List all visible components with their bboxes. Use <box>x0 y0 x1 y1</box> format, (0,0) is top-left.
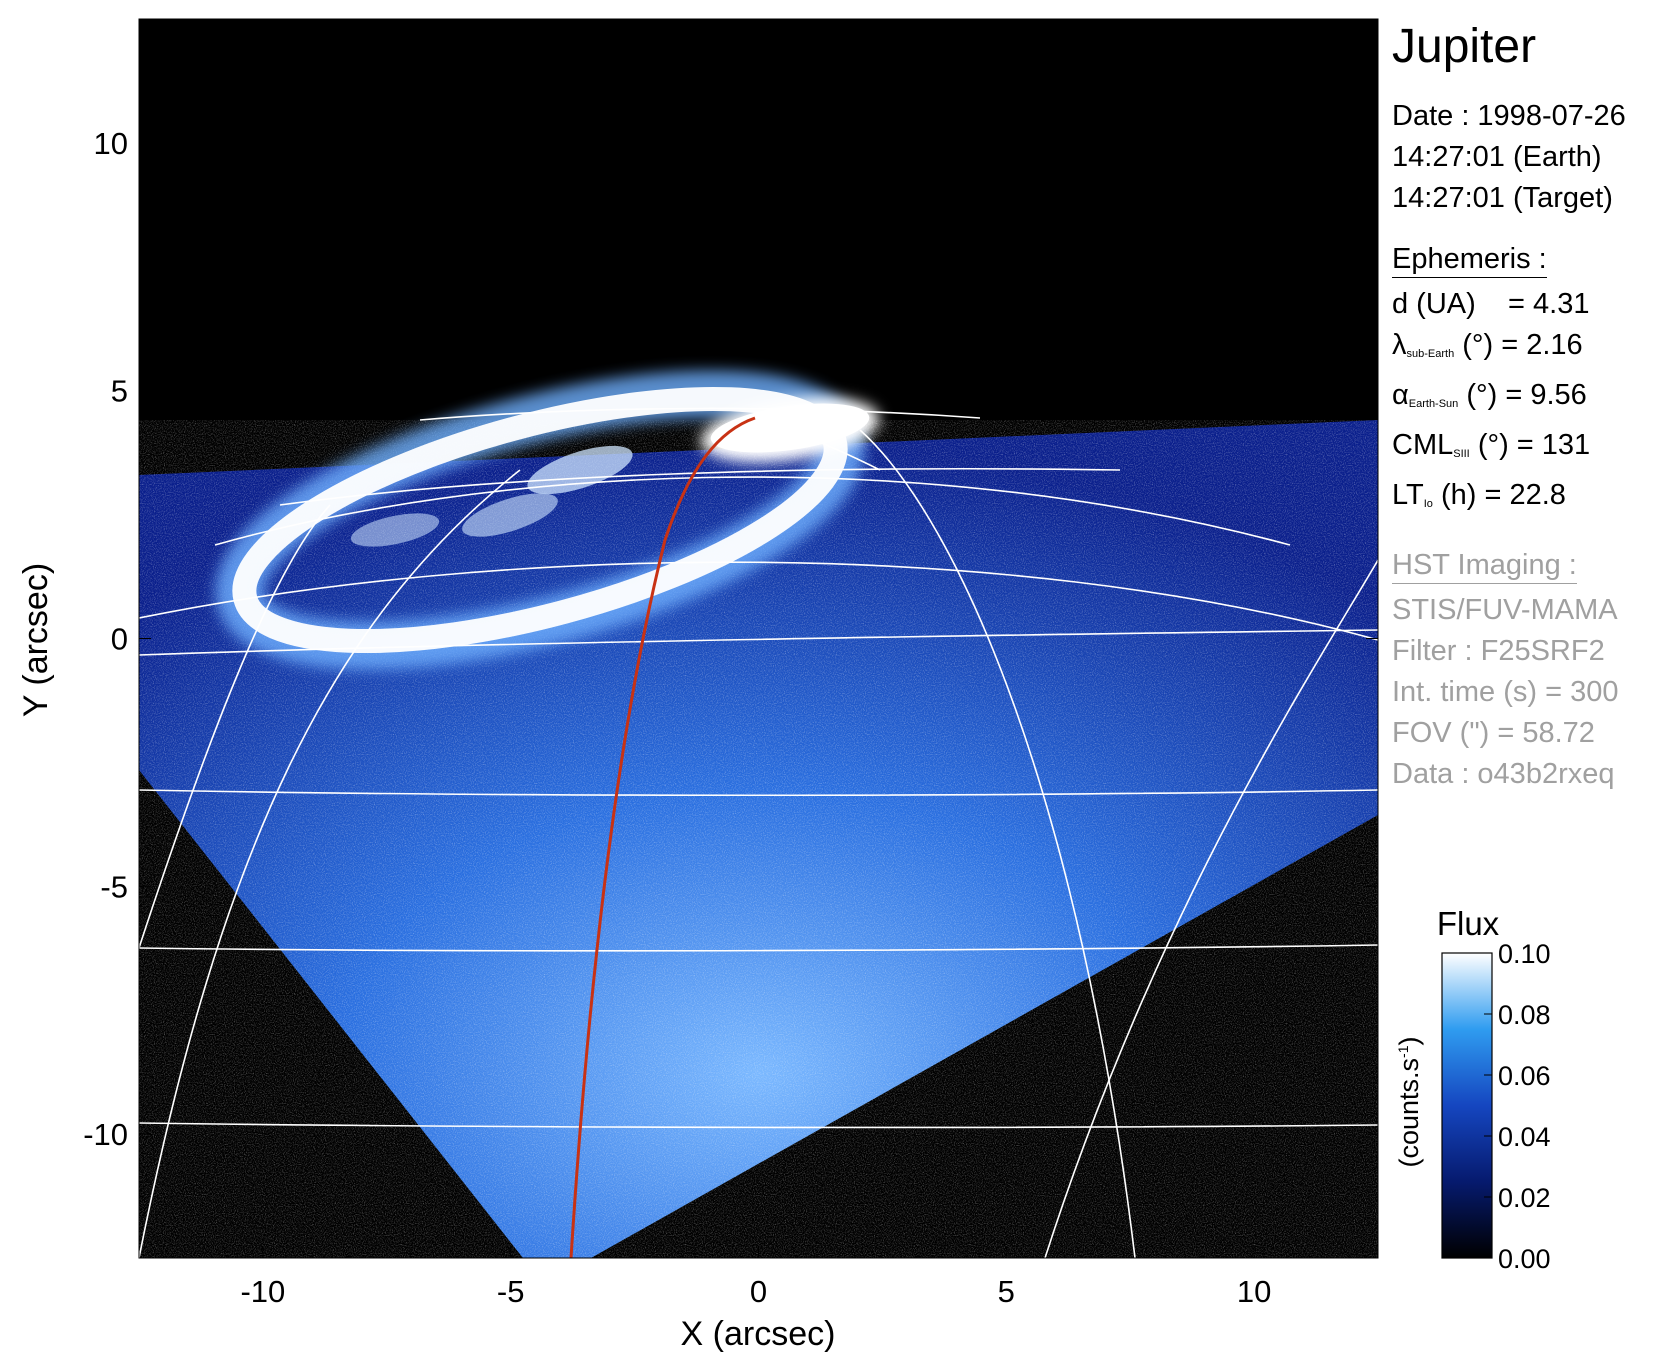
hst-imaging-section: HST Imaging : STIS/FUV-MAMA Filter : F25… <box>1392 545 1676 795</box>
sub-earth-latitude-row: λsub-Earth (°) = 2.16 <box>1392 329 1583 361</box>
time-target: 14:27:01 (Target) <box>1392 182 1613 214</box>
dataset-id: Data : o43b2rxeq <box>1392 758 1615 790</box>
footprint-line <box>569 416 756 1258</box>
y-tick-label: 10 <box>94 126 128 161</box>
colorbar-tick-label: 0.02 <box>1498 1183 1551 1213</box>
x-tick-label: 5 <box>998 1274 1015 1309</box>
ephemeris-section: Ephemeris : <box>1392 239 1676 284</box>
distance-row: d (UA) = 4.31 <box>1392 288 1590 320</box>
coordinate-grid <box>139 407 1378 1258</box>
info-panel: Jupiter Date : 1998-07-26 14:27:01 (Eart… <box>1392 18 1676 795</box>
time-earth: 14:27:01 (Earth) <box>1392 141 1602 173</box>
cml-row: CMLSIII (°) = 131 <box>1392 429 1591 461</box>
x-tick-label: -10 <box>240 1274 285 1309</box>
x-axis: -10 -5 0 5 10 <box>240 19 1271 1309</box>
y-tick-label: -10 <box>83 1117 128 1152</box>
colorbar-scale <box>1441 952 1493 1259</box>
colorbar-tick-label: 0.00 <box>1498 1244 1551 1274</box>
io-local-time-row: LTIo (h) = 22.8 <box>1392 479 1566 511</box>
y-axis: 10 5 0 -5 -10 <box>83 126 1378 1152</box>
x-axis-label: X (arcsec) <box>681 1315 836 1353</box>
colorbar-title: Flux <box>1437 905 1500 942</box>
colorbar-ticks: 0.10 0.08 0.06 0.04 0.02 0.00 <box>1484 939 1551 1274</box>
x-tick-label: -5 <box>497 1274 525 1309</box>
hst-heading: HST Imaging : <box>1392 547 1577 584</box>
colorbar: Flux 0.10 0.08 0.06 0.04 0.02 0.00 (counts.s-… <box>1394 905 1551 1274</box>
colorbar-tick-label: 0.06 <box>1498 1061 1551 1091</box>
x-tick-label: 0 <box>750 1274 767 1309</box>
colorbar-tick-label: 0.08 <box>1498 1000 1551 1030</box>
filter: Filter : F25SRF2 <box>1392 635 1605 667</box>
y-axis-label: Y (arcsec) <box>17 563 55 717</box>
target-title: Jupiter <box>1392 20 1537 73</box>
y-tick-label: 5 <box>111 374 128 409</box>
y-tick-label: 0 <box>111 622 128 657</box>
instrument: STIS/FUV-MAMA <box>1392 594 1618 626</box>
phase-angle-row: αEarth-Sun (°) = 9.56 <box>1392 379 1587 411</box>
y-tick-label: -5 <box>100 869 128 904</box>
x-tick-label: 10 <box>1237 1274 1271 1309</box>
colorbar-unit-label: (counts.s-1) <box>1394 1037 1424 1168</box>
integration-time: Int. time (s) = 300 <box>1392 676 1619 708</box>
field-of-view: FOV (") = 58.72 <box>1392 717 1595 749</box>
ephemeris-heading: Ephemeris : <box>1392 241 1547 278</box>
colorbar-tick-label: 0.10 <box>1498 939 1551 969</box>
colorbar-tick-label: 0.04 <box>1498 1122 1551 1152</box>
observation-date: Date : 1998-07-26 <box>1392 100 1626 132</box>
